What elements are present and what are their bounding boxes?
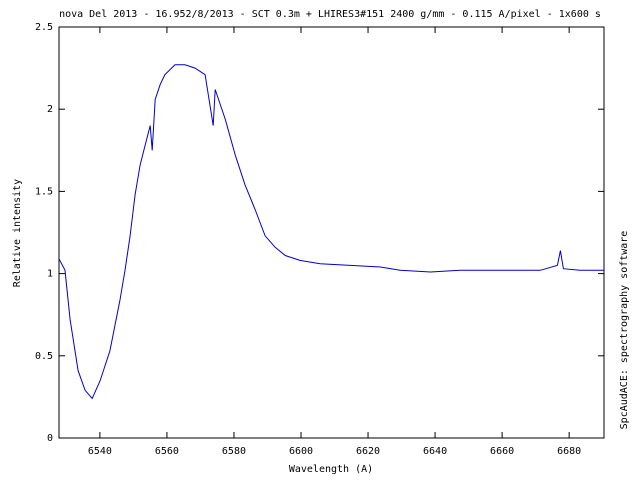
x-tick-label: 6540: [88, 446, 112, 457]
chart-title: nova Del 2013 - 16.952/8/2013 - SCT 0.3m…: [59, 9, 601, 20]
x-tick-label: 6660: [490, 446, 514, 457]
x-tick-label: 6620: [356, 446, 380, 457]
x-tick-label: 6560: [155, 446, 179, 457]
x-tick-label: 6640: [423, 446, 447, 457]
annotation: SpcAudACE: spectrography software: [619, 231, 630, 430]
x-axis-label: Wavelength (A): [289, 464, 373, 475]
y-axis-label: Relative intensity: [12, 179, 23, 287]
x-tick-label: 6680: [557, 446, 581, 457]
x-tick-label: 6600: [289, 446, 313, 457]
y-tick-label: 2: [47, 104, 53, 115]
y-tick-label: 1.5: [35, 186, 53, 197]
y-tick-label: 1: [47, 269, 53, 280]
spectrum-line: [58, 64, 604, 400]
y-tick-label: 0.5: [35, 351, 53, 362]
plot-frame: [58, 26, 605, 439]
x-tick-label: 6580: [222, 446, 246, 457]
y-tick-label: 2.5: [35, 22, 53, 33]
y-tick-label: 0: [47, 433, 53, 444]
